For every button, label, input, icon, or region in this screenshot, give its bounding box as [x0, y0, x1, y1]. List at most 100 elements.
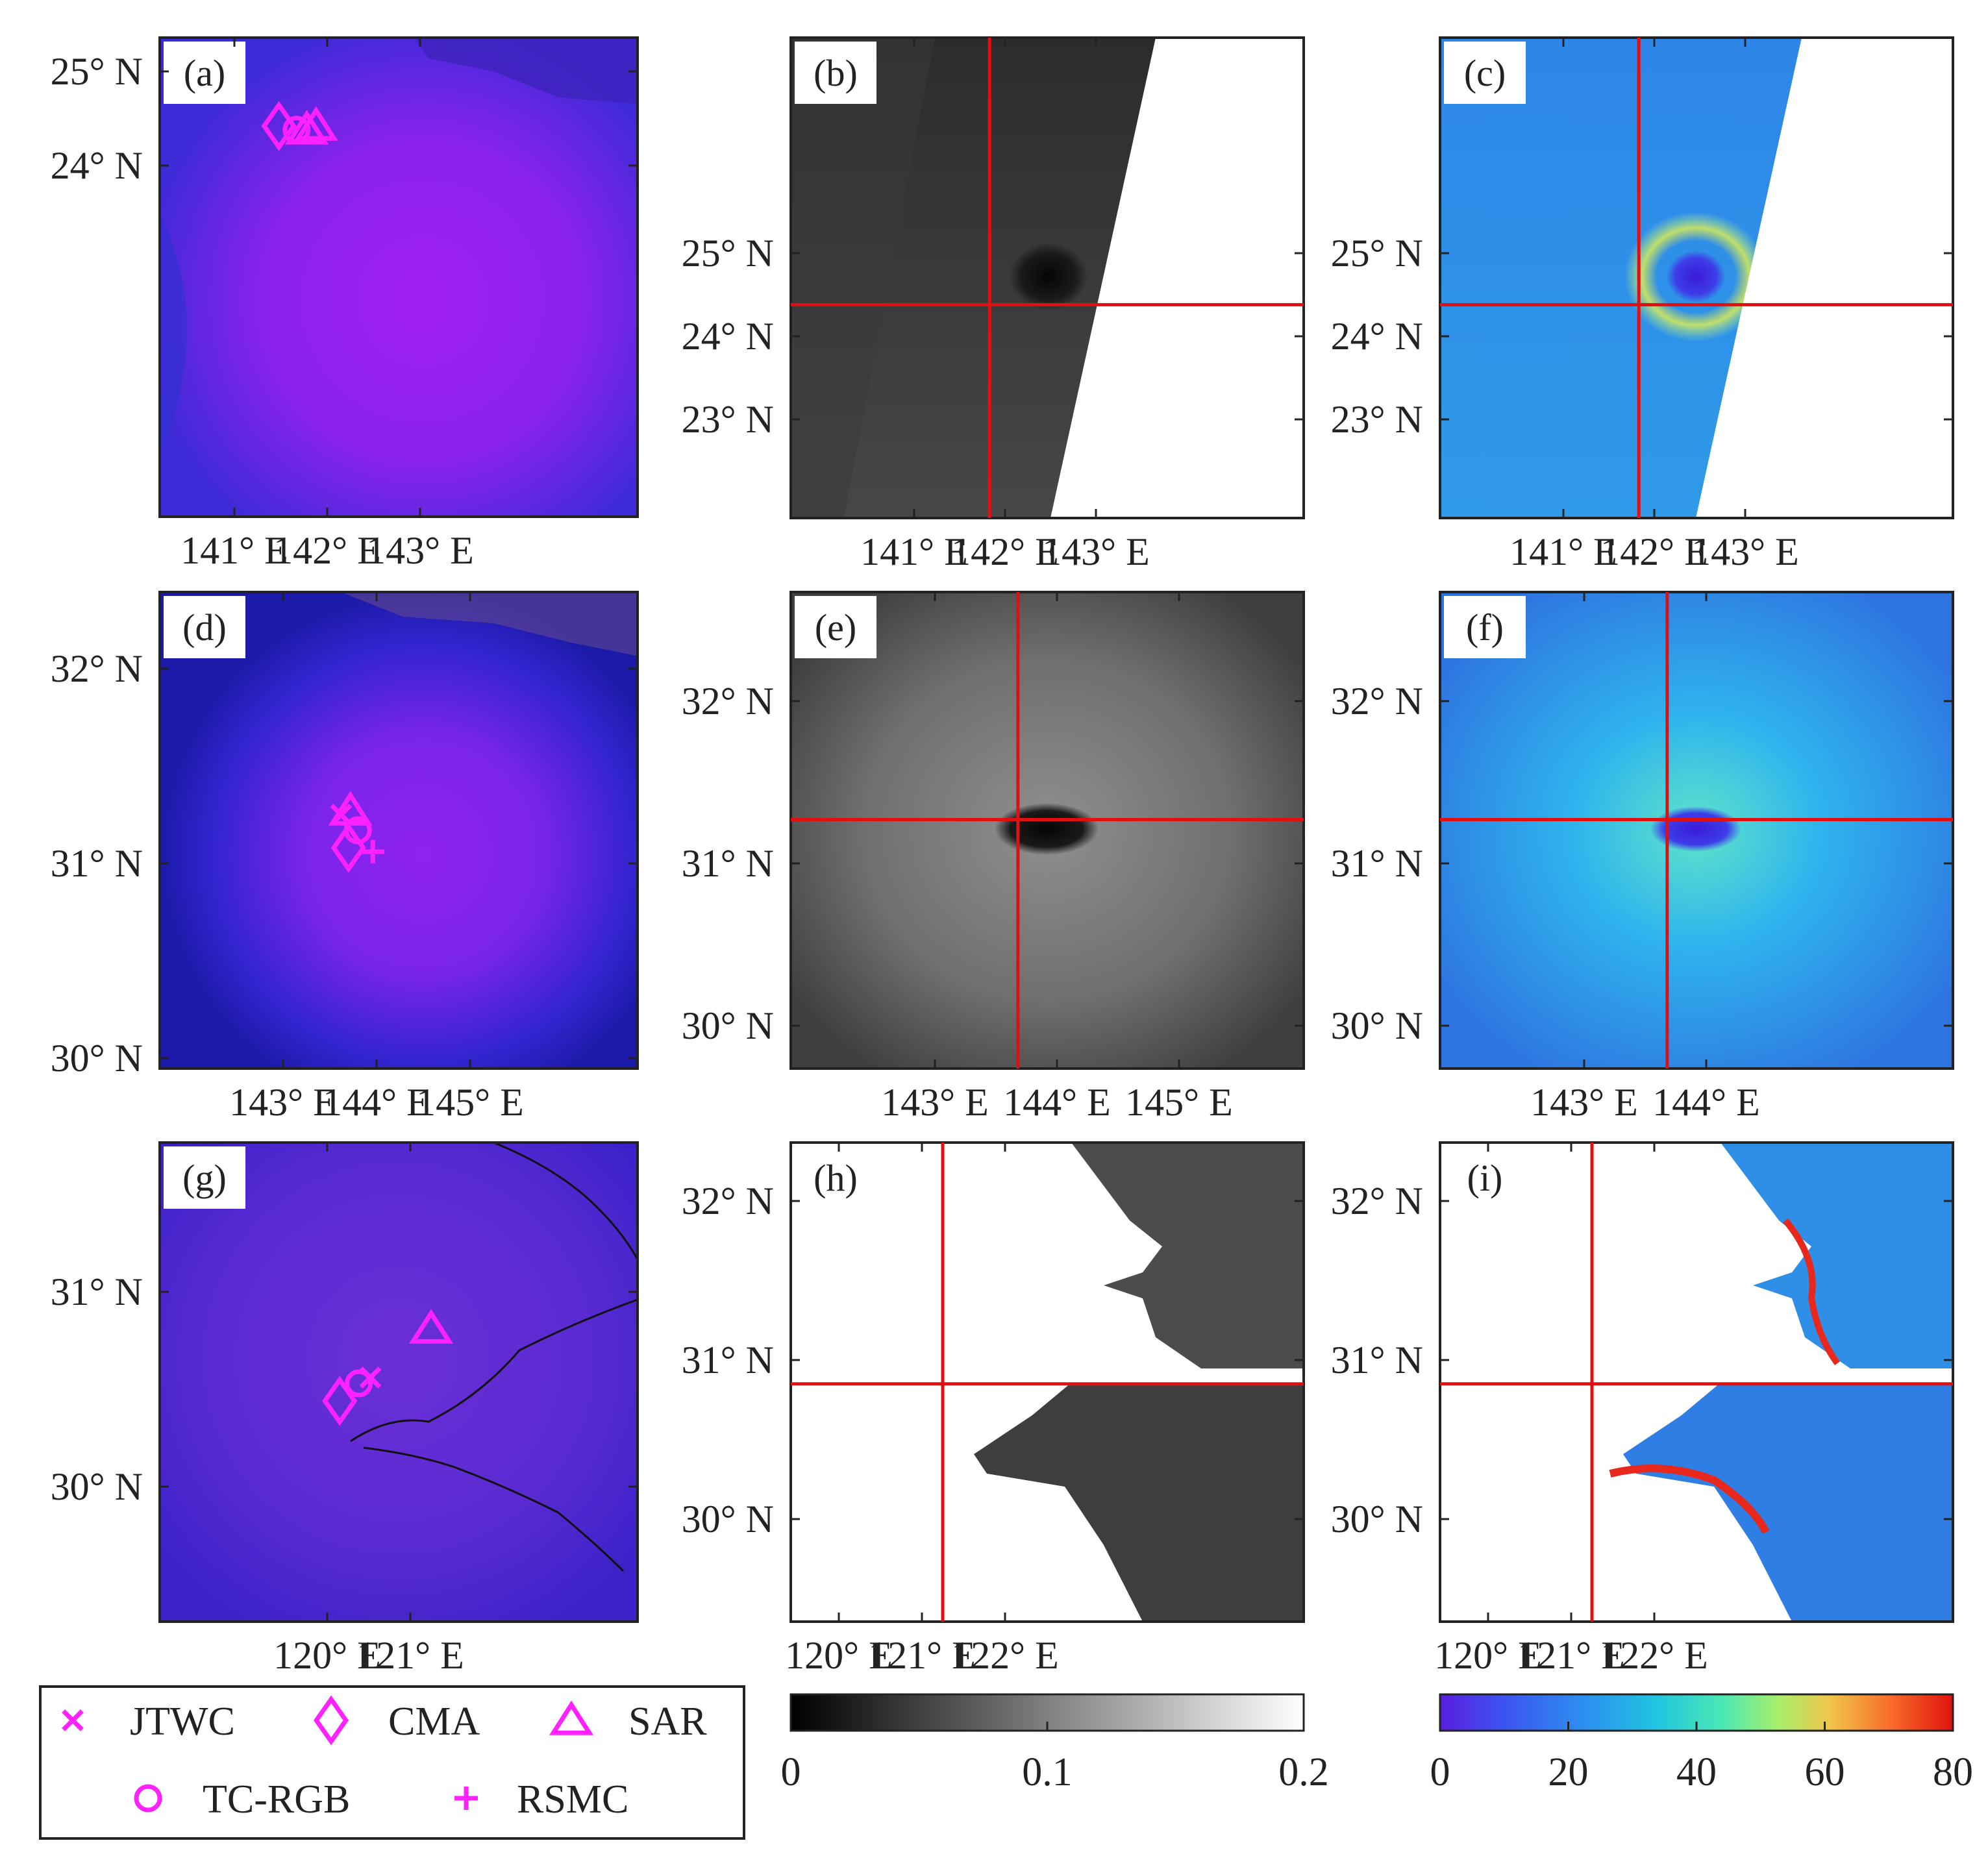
panel-f-frame	[1439, 591, 1954, 1070]
panel-d	[158, 591, 639, 1070]
panel-a-dark-edge	[160, 214, 187, 454]
panel-i-coast-highlight-south	[1609, 1465, 1770, 1534]
colorbar-tick-label: 80	[1933, 1750, 1973, 1794]
panel-label-i: (i)	[1444, 1146, 1526, 1209]
marker-jtwc	[359, 1367, 382, 1389]
panel-label-text: (e)	[815, 606, 856, 649]
panel-label-text: (d)	[182, 606, 227, 649]
x-tick-label: 144° E	[1652, 1081, 1760, 1124]
panel-b-eye	[1010, 243, 1087, 310]
marker-sar	[409, 1309, 453, 1344]
x-tick-label: 122° E	[951, 1634, 1059, 1677]
y-tick-label: 24° N	[51, 144, 143, 187]
y-tick-label: 31° N	[682, 842, 774, 885]
x-tick-label: 143° E	[1042, 530, 1150, 573]
panel-label-g: (g)	[164, 1146, 245, 1209]
x-tick-label: 120° E	[273, 1634, 381, 1677]
legend-label: JTWC	[130, 1700, 235, 1744]
panel-label-text: (g)	[182, 1157, 227, 1199]
panel-b-frame	[789, 36, 1305, 519]
panel-label-c: (c)	[1444, 42, 1526, 104]
y-tick-label: 30° N	[682, 1498, 774, 1540]
marker-jtwc	[62, 1709, 84, 1731]
marker-tcrgb	[345, 1369, 373, 1398]
x-tick-label: 143° E	[366, 529, 474, 572]
x-tick-label: 143° E	[1691, 530, 1799, 573]
y-tick-label: 24° N	[1331, 315, 1423, 358]
marker-cma	[322, 1376, 358, 1426]
marker-cma	[330, 823, 366, 873]
panel-h-sea-south	[974, 1383, 1304, 1622]
panel-label-b: (b)	[795, 42, 876, 104]
marker-tcrgb	[134, 1784, 162, 1813]
x-tick-label: 141° E	[180, 529, 288, 572]
y-tick-label: 30° N	[1331, 1498, 1423, 1540]
x-tick-label: 121° E	[356, 1634, 464, 1677]
y-tick-label: 30° N	[682, 1004, 774, 1047]
colorbar-tick-label: 0	[781, 1750, 801, 1794]
colorbar-tick-label: 20	[1548, 1750, 1589, 1794]
panel-i-sea-north	[1721, 1143, 1953, 1368]
panel-i	[1439, 1141, 1954, 1623]
y-tick-label: 23° N	[1331, 398, 1423, 441]
panel-d-cloud-top	[344, 593, 636, 656]
panel-i-sea-south	[1623, 1383, 1953, 1622]
panel-a-cloud-band	[416, 39, 636, 104]
panel-f	[1439, 591, 1954, 1070]
panel-e-annotations: (e) 32° N 31° N 30° N 143° E 144° E 145° E	[682, 592, 1304, 1124]
x-tick-label: 141° E	[1510, 530, 1617, 573]
panel-h-frame	[789, 1141, 1305, 1623]
x-tick-label: 121° E	[1517, 1634, 1625, 1677]
panel-i-frame	[1439, 1141, 1954, 1623]
legend-items: JTWC CMA SAR TC-RGB RSMC	[62, 1695, 707, 1822]
colorbar-tick-label: 0.1	[1022, 1750, 1073, 1794]
x-tick-label: 120° E	[785, 1634, 893, 1677]
y-tick-label: 31° N	[51, 1270, 143, 1313]
legend-frame	[39, 1685, 745, 1840]
x-tick-label: 145° E	[416, 1081, 524, 1124]
panel-label-text: (a)	[184, 52, 225, 94]
panel-e	[789, 591, 1305, 1070]
x-tick-label: 122° E	[1600, 1634, 1708, 1677]
marker-sar	[293, 106, 338, 141]
panel-b-no-data	[1050, 38, 1304, 518]
y-tick-label: 31° N	[1331, 842, 1423, 885]
y-tick-label: 31° N	[682, 1339, 774, 1381]
panel-g	[158, 1141, 639, 1623]
legend-label: CMA	[388, 1700, 480, 1744]
y-tick-label: 30° N	[51, 1465, 143, 1508]
panel-a	[158, 36, 639, 518]
colorbar-jet: 0 20 40 60 80	[1430, 1693, 1973, 1794]
x-tick-label: 142° E	[951, 530, 1059, 573]
legend-label: SAR	[628, 1700, 707, 1744]
y-tick-label: 25° N	[1331, 232, 1423, 275]
marker-sar	[284, 110, 329, 145]
x-tick-label: 144° E	[323, 1081, 430, 1124]
legend: JTWC CMA SAR TC-RGB RSMC	[39, 1685, 745, 1840]
panel-b	[789, 36, 1305, 519]
panel-i-coast-highlight	[1783, 1218, 1841, 1365]
x-tick-label: 144° E	[1003, 1081, 1111, 1124]
panel-a-frame	[158, 36, 639, 518]
panel-label-text: (f)	[1466, 606, 1504, 649]
colorbar-gray-ticks: 0 0.1 0.2	[781, 1722, 1329, 1794]
panel-b-swath-strip	[791, 38, 935, 518]
panel-label-a: (a)	[164, 42, 245, 104]
x-tick-label: 143° E	[881, 1081, 989, 1124]
panel-c-eye	[1667, 251, 1725, 303]
x-tick-label: 142° E	[1600, 530, 1708, 573]
y-tick-label: 25° N	[682, 232, 774, 275]
panel-h-sea-north	[1071, 1143, 1304, 1368]
panel-c-no-data	[1696, 38, 1953, 518]
colorbar-jet-ticks: 0 20 40 60 80	[1430, 1722, 1973, 1794]
panel-f-eye	[1650, 806, 1741, 852]
y-tick-label: 30° N	[51, 1037, 143, 1080]
y-tick-label: 31° N	[51, 842, 143, 885]
